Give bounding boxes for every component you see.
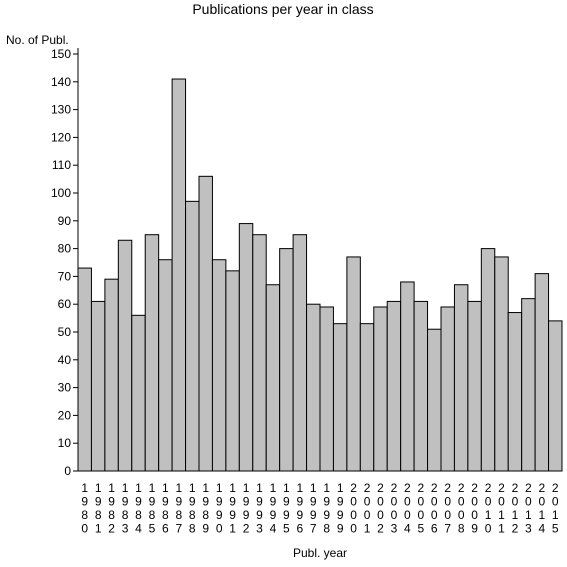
x-axis-label: Publ. year xyxy=(293,546,347,560)
bar-1984 xyxy=(131,314,146,472)
x-axis: 1 9 8 0 1 9 8 1 1 9 8 2 1 9 8 3 1 9 8 4 1 9 8 5 1 9 8 6 1 9 8 7 1 9 8 8 1 9 8 9… xyxy=(78,470,562,536)
y-tick-label-90: 90 xyxy=(58,214,72,228)
bar-2009 xyxy=(467,300,482,472)
bar-2002 xyxy=(373,306,388,472)
bar-2008 xyxy=(453,284,469,472)
y-axis-label: No. of Publ. xyxy=(6,33,69,47)
bar-1993 xyxy=(252,234,267,472)
bar-1986 xyxy=(158,259,173,472)
bar-2014 xyxy=(534,273,550,472)
y-tick-label-60: 60 xyxy=(58,297,72,311)
bar-1989 xyxy=(198,175,213,472)
bar-1990 xyxy=(211,259,227,472)
bar-2001 xyxy=(359,323,375,472)
y-tick-label-150: 150 xyxy=(51,47,71,61)
y-tick-label-80: 80 xyxy=(58,242,72,256)
bar-2000 xyxy=(346,256,361,472)
bar-1985 xyxy=(144,234,160,472)
bar-2006 xyxy=(427,328,442,472)
bar-2010 xyxy=(480,248,496,472)
y-tick-label-30: 30 xyxy=(58,381,72,395)
bar-1999 xyxy=(332,323,348,472)
bar-2004 xyxy=(400,281,415,472)
bar-1998 xyxy=(319,306,334,472)
bar-1991 xyxy=(225,270,240,472)
bar-2012 xyxy=(507,312,523,472)
bar-1996 xyxy=(292,234,308,472)
bar-2007 xyxy=(440,306,455,472)
y-tick-label-140: 140 xyxy=(51,75,71,89)
bar-1995 xyxy=(279,248,294,472)
y-tick-label-130: 130 xyxy=(51,103,71,117)
bar-1988 xyxy=(185,200,200,472)
bars-group xyxy=(77,78,563,472)
bar-2011 xyxy=(494,256,509,472)
bar-1980 xyxy=(77,267,92,472)
y-tick-label-20: 20 xyxy=(58,408,72,422)
bar-1983 xyxy=(117,239,133,472)
y-tick-label-120: 120 xyxy=(51,130,71,144)
y-tick-label-10: 10 xyxy=(58,436,72,450)
bar-1997 xyxy=(306,303,321,472)
y-tick-label-70: 70 xyxy=(58,269,72,283)
bar-1994 xyxy=(265,284,281,472)
y-tick-label-50: 50 xyxy=(58,325,72,339)
bar-2003 xyxy=(386,300,402,472)
y-tick-label-0: 0 xyxy=(64,464,71,478)
bar-2005 xyxy=(413,300,429,472)
bar-1992 xyxy=(238,223,254,472)
bar-1982 xyxy=(104,278,119,472)
bar-2013 xyxy=(521,298,536,472)
bar-1987 xyxy=(171,78,187,472)
y-tick-label-110: 110 xyxy=(52,158,71,172)
y-axis: 0 10 20 30 40 50 60 70 80 90 100 110 120 130 140 150 xyxy=(51,47,79,478)
y-tick-label-100: 100 xyxy=(51,186,71,200)
chart-title: Publications per year in class xyxy=(192,1,373,17)
y-tick-label-40: 40 xyxy=(58,353,72,367)
bar-1981 xyxy=(90,300,106,472)
bar-2015 xyxy=(548,320,563,472)
